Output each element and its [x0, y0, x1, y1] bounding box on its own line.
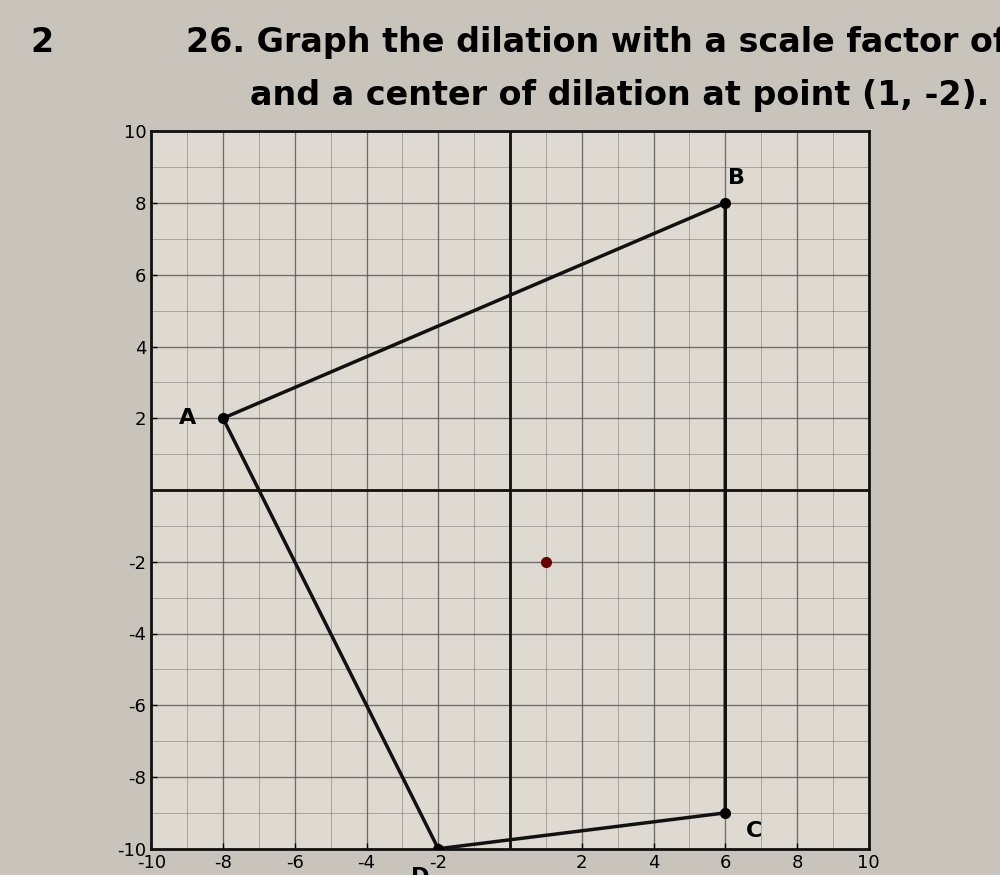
Text: C: C [746, 821, 762, 841]
Text: D: D [411, 867, 430, 875]
Text: 26. Graph the dilation with a scale factor of ½: 26. Graph the dilation with a scale fact… [186, 26, 1000, 60]
Text: B: B [728, 168, 745, 188]
Text: A: A [179, 409, 196, 428]
Text: and a center of dilation at point (1, -2).: and a center of dilation at point (1, -2… [250, 79, 990, 112]
Text: 2: 2 [30, 26, 53, 60]
